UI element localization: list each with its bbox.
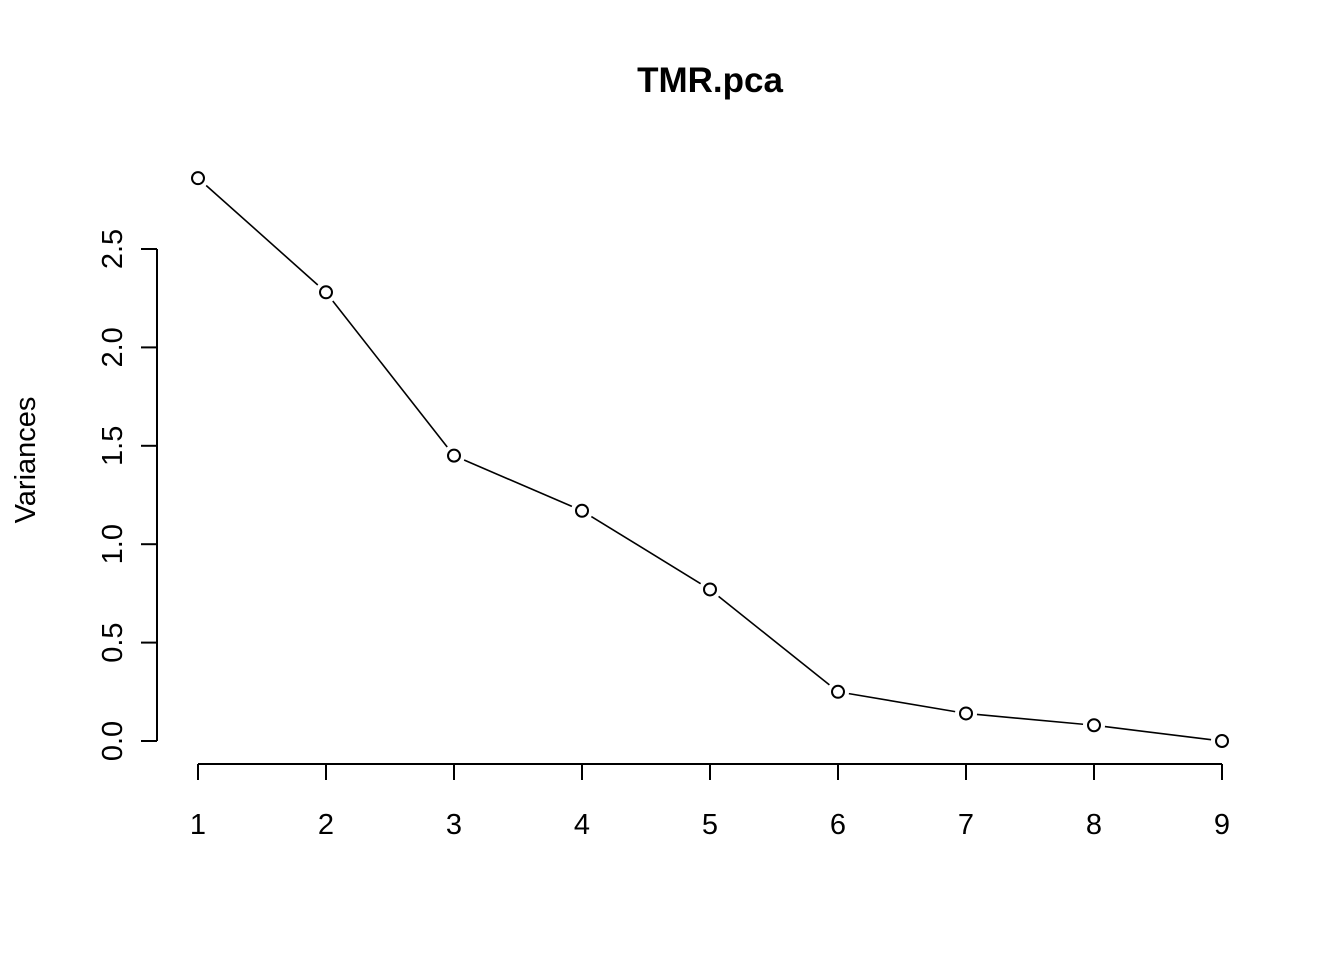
- x-tick-label: 3: [446, 809, 462, 841]
- data-point: [703, 582, 717, 597]
- series-line-segment: [976, 713, 1084, 726]
- variance-series: [191, 171, 1229, 748]
- series-line-segment: [590, 515, 702, 585]
- chart-title: TMR.pca: [637, 61, 783, 100]
- series-line-segment: [718, 595, 830, 686]
- y-tick-label: 1.5: [97, 426, 129, 466]
- x-tick-label: 5: [702, 809, 718, 841]
- data-point: [1215, 734, 1229, 748]
- y-tick-label: 2.5: [97, 229, 129, 269]
- y-axis-label: Variances: [10, 397, 42, 524]
- y-tick-label: 0.0: [97, 721, 129, 761]
- x-tick-label: 1: [190, 809, 206, 841]
- data-point: [959, 706, 973, 721]
- x-tick-label: 7: [958, 809, 974, 841]
- x-tick-label: 9: [1214, 809, 1230, 841]
- x-axis: 1 2 3 4 5 6 7 8 9: [190, 763, 1230, 841]
- data-point: [447, 448, 461, 463]
- y-axis: 0.0 0.5 1.0 1.5 2.0 2.5: [97, 229, 158, 761]
- x-tick-label: 4: [574, 809, 590, 841]
- x-tick-label: 6: [830, 809, 846, 841]
- data-point: [575, 503, 589, 518]
- series-line-segment: [848, 692, 956, 713]
- data-point: [319, 285, 333, 300]
- x-tick-label: 8: [1086, 809, 1102, 841]
- y-tick-label: 0.5: [97, 622, 129, 662]
- data-point: [191, 171, 205, 186]
- y-tick-label: 2.0: [97, 327, 129, 367]
- series-line-segment: [205, 184, 319, 286]
- x-tick-label: 2: [318, 809, 334, 841]
- data-point: [1087, 718, 1101, 733]
- y-tick-label: 1.0: [97, 524, 129, 564]
- data-point: [831, 684, 845, 699]
- series-line-segment: [463, 459, 573, 508]
- series-line-segment: [332, 300, 448, 448]
- series-line-segment: [1104, 725, 1212, 741]
